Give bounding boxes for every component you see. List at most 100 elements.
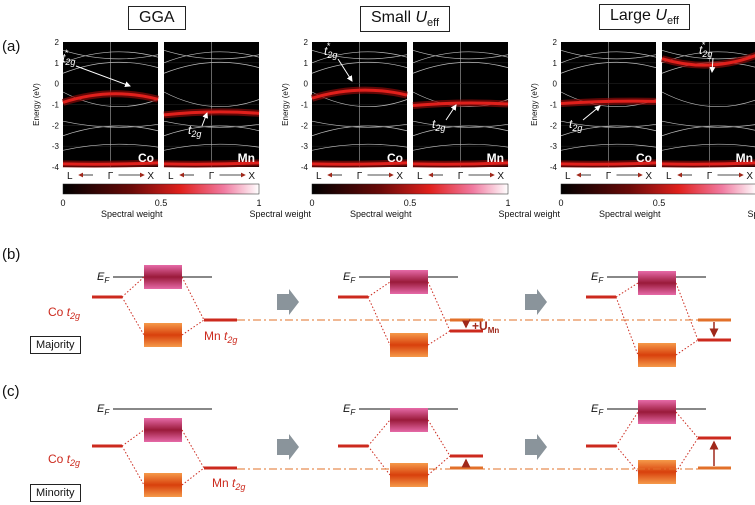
- band-curve: [412, 120, 509, 128]
- co-t2g-label: Co t2g: [48, 452, 80, 468]
- band-curve: [62, 125, 159, 137]
- y-tick-label: -1: [52, 101, 60, 110]
- y-tick-label: 1: [304, 59, 309, 68]
- band-panel-1: Co t2g*2 1 0 -1 -2 -3 -4 Energy (eV) L Γ X: [32, 38, 159, 182]
- band-panel-6: Mn t2g* L Γ X: [660, 40, 755, 182]
- y-tick-label: 2: [553, 38, 558, 47]
- band-curve: [560, 49, 657, 60]
- hybridization-line: [121, 429, 145, 447]
- band-curve: [62, 120, 159, 128]
- band-curve: [62, 51, 159, 64]
- y-axis-label: Energy (eV): [32, 83, 41, 126]
- y-tick-label: -1: [301, 101, 309, 110]
- hybridization-line: [181, 467, 205, 486]
- band-curve: [311, 61, 408, 74]
- band-curve: [311, 125, 408, 137]
- band-curve: [163, 49, 260, 60]
- hybridization-line: [367, 296, 391, 346]
- k-point-gamma: Γ: [606, 171, 612, 182]
- header-gga: GGA: [128, 6, 186, 30]
- colorbar-tick: 0.5: [404, 198, 417, 208]
- band-curve: [560, 143, 657, 151]
- colorbar-tick: 0: [60, 198, 65, 208]
- band-highlight: [62, 161, 159, 166]
- bonding-box-bottom: [144, 323, 182, 347]
- y-tick-label: 2: [55, 38, 60, 47]
- band-curve: [560, 61, 657, 74]
- k-point-l: L: [316, 171, 322, 182]
- k-point-l: L: [666, 171, 672, 182]
- band-panel-4: Mn t2g L Γ X: [412, 42, 509, 182]
- band-panel-3: Co t2g* 2 1 0 -1 -2 -3 -4 Energy (eV) L Γ X: [281, 38, 408, 182]
- t2g-label: t2g: [432, 117, 445, 133]
- t2g-label: t2g*: [324, 41, 337, 60]
- band-highlight: [311, 161, 408, 166]
- u-mn-label: +UMn: [472, 319, 499, 335]
- panel-label-b: (b): [2, 246, 21, 263]
- header-large-u: U: [655, 7, 667, 24]
- t2g-label: t2g: [188, 123, 201, 139]
- band-curve: [412, 143, 509, 151]
- k-point-x: X: [746, 171, 753, 182]
- transition-arrow-icon: [277, 434, 299, 460]
- band-curve: [163, 120, 260, 128]
- band-curve: [412, 125, 509, 137]
- hybridization-line: [121, 296, 145, 336]
- majority-scheme-column-1: EF: [92, 265, 237, 347]
- minority-atom-labels: Co t2g Mn t2g: [48, 452, 245, 492]
- y-tick-label: 1: [55, 59, 60, 68]
- band-highlight: [412, 101, 509, 108]
- bonding-box-top: [390, 408, 428, 432]
- hybridization-line: [615, 296, 639, 356]
- header-large-ueff: Large Ueff: [599, 4, 690, 31]
- hybridization-line: [367, 445, 391, 476]
- band-curve: [163, 143, 260, 151]
- band-curve: [311, 120, 408, 128]
- k-point-l: L: [168, 171, 174, 182]
- bonding-box-top: [390, 270, 428, 294]
- t2g-arrow: [709, 57, 716, 73]
- minority-scheme-column-3: EF: [586, 400, 731, 484]
- hybridization-line: [427, 281, 451, 332]
- band-curve: [62, 143, 159, 151]
- band-curve: [163, 125, 260, 137]
- colorbar-gradient: [560, 183, 755, 195]
- band-highlight: [163, 110, 260, 117]
- bonding-box-top: [638, 271, 676, 295]
- fermi-label: EF: [591, 403, 604, 417]
- colorbar-tick: 1: [505, 198, 510, 208]
- y-tick-label: 1: [553, 59, 558, 68]
- panel-label-c: (c): [2, 383, 20, 400]
- bonding-box-top: [638, 400, 676, 424]
- colorbar-tick: 0.5: [155, 198, 168, 208]
- atom-label-co: Co: [138, 151, 154, 165]
- fermi-label: EF: [591, 271, 604, 285]
- co-t2g-label: Co t2g: [48, 305, 80, 321]
- y-tick-label: 2: [304, 38, 309, 47]
- header-small-text: Small: [371, 9, 416, 26]
- band-curve: [311, 143, 408, 151]
- y-tick-label: -2: [301, 121, 309, 130]
- k-point-l: L: [417, 171, 423, 182]
- k-point-gamma: Γ: [108, 171, 114, 182]
- band-panel-5: Co t2g 2 1 0 -1 -2 -3 -4 Energy (eV) L Γ X: [530, 38, 657, 182]
- hybridization-line: [181, 429, 205, 469]
- band-curve: [560, 125, 657, 137]
- y-axis-label: Energy (eV): [281, 83, 290, 126]
- hybridization-line: [675, 437, 699, 473]
- k-point-x: X: [248, 171, 255, 182]
- atom-label-co: Co: [387, 151, 403, 165]
- hybridization-line: [427, 330, 451, 346]
- transition-arrow-icon: [525, 434, 547, 460]
- band-panel-2: Mn t2g L Γ X: [163, 42, 260, 182]
- colorbar-label: Spectral weight: [101, 209, 163, 219]
- k-point-l: L: [67, 171, 73, 182]
- hybridization-line: [121, 445, 145, 486]
- hybridization-line: [615, 282, 639, 298]
- bonding-box-bottom: [638, 343, 676, 367]
- hybridization-line: [615, 411, 639, 447]
- hybridization-line: [181, 319, 205, 336]
- band-highlight: [163, 161, 260, 166]
- k-point-x: X: [147, 171, 154, 182]
